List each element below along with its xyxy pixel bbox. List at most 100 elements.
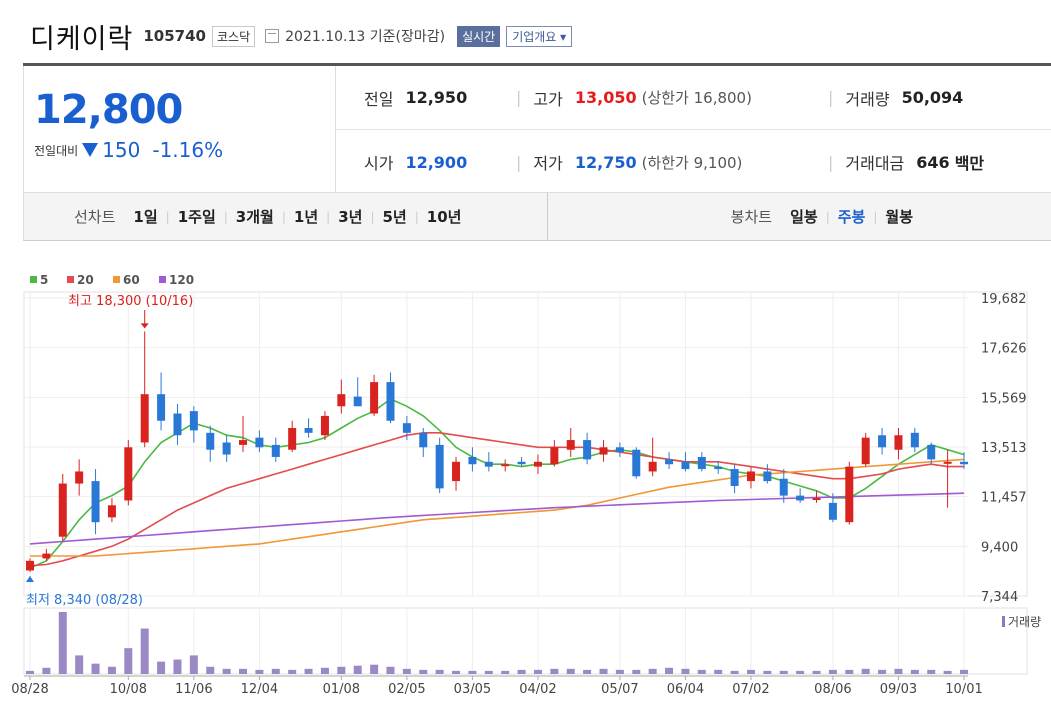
down-arrow-icon (82, 143, 99, 157)
y-tick-label: 15,569 (981, 391, 1027, 406)
candle-body (501, 464, 510, 467)
candle-body (222, 442, 231, 455)
y-tick-label: 19,682 (981, 292, 1027, 307)
prev-close-cell: 전일 12,950 (336, 66, 516, 130)
candle-body (58, 483, 67, 537)
open-value: 12,900 (405, 152, 468, 172)
candle-body (484, 461, 493, 467)
volume-bar (320, 667, 329, 674)
candle-body (648, 461, 657, 472)
volume-bar (714, 669, 723, 674)
candle-body (255, 437, 264, 448)
divider: | (414, 209, 419, 224)
x-tick-label: 04/02 (519, 682, 556, 697)
candle-chart-types: 봉차트 일봉 | 주봉 | 월봉 (548, 206, 1051, 227)
price-summary: 12,800 전일대비 150 -1.16% (23, 66, 336, 192)
legend-label: 20 (77, 273, 94, 287)
x-tick-label: 07/02 (732, 682, 769, 697)
candle-body (91, 481, 100, 523)
candle-body (206, 432, 215, 450)
volume-bar (566, 668, 575, 674)
candle-daily[interactable]: 일봉 (790, 208, 818, 226)
period-1d[interactable]: 1일 (133, 208, 158, 226)
volume-bar (255, 669, 264, 674)
volume-bar (288, 669, 297, 674)
divider: | (828, 88, 834, 107)
volume-bar (402, 668, 411, 674)
y-tick-label: 11,457 (981, 491, 1027, 506)
candle-chart-label: 봉차트 (730, 208, 773, 226)
candle-body (878, 435, 887, 448)
volume-bar (26, 670, 34, 674)
period-1y[interactable]: 1년 (293, 208, 319, 226)
candle-body (386, 382, 395, 421)
candle-body (779, 478, 788, 496)
candle-body (960, 461, 968, 465)
prev-close-value: 12,950 (405, 88, 468, 107)
volume-bar (878, 669, 887, 674)
open-cell: 시가 12,900 (336, 130, 516, 194)
x-tick-label: 01/08 (323, 682, 360, 697)
company-overview-button[interactable]: 기업개요 ▾ (506, 25, 573, 47)
candle-body (697, 456, 706, 470)
period-10y[interactable]: 10년 (426, 208, 462, 226)
volume-bar (960, 669, 968, 674)
volume-bar (943, 670, 952, 674)
x-tick-label: 11/06 (175, 682, 212, 697)
candle-weekly[interactable]: 주봉 (837, 208, 866, 226)
volume-bar (533, 669, 542, 674)
candle-body (320, 415, 329, 436)
period-1w[interactable]: 1주일 (177, 208, 216, 226)
divider: | (370, 209, 375, 224)
line-chart-label: 선차트 (74, 208, 116, 226)
candle-body (452, 461, 461, 482)
stock-chart[interactable]: 19,682 17,626 15,569 13,513 11,457 9,400 7,344… (0, 262, 1051, 719)
prev-close-label: 전일 (364, 89, 394, 109)
y-tick-label: 13,513 (981, 441, 1027, 456)
volume-bar (501, 670, 510, 674)
candle-body (271, 444, 280, 457)
volume-bar (189, 655, 198, 674)
period-3m[interactable]: 3개월 (235, 208, 274, 226)
candle-body (468, 456, 477, 465)
candle-body (812, 498, 821, 501)
volume-bar (124, 648, 133, 674)
volume-bar (681, 668, 690, 674)
period-5y[interactable]: 5년 (382, 208, 407, 226)
volume-bar (239, 668, 248, 674)
candle-body (402, 423, 411, 433)
volume-bar (779, 670, 788, 674)
candle-body (75, 471, 84, 484)
volume-bar (75, 655, 84, 674)
low-value: 12,750 (574, 152, 637, 172)
candle-monthly[interactable]: 월봉 (885, 208, 913, 226)
volume-bar (583, 669, 592, 674)
stock-header: 디케이락 105740 코스닥 2021.10.13 기준(장마감) 실시간 기… (30, 18, 573, 55)
moving-average-20 (29, 432, 964, 567)
candle-body (189, 411, 198, 431)
moving-average-60 (30, 458, 965, 557)
volume-bar (452, 670, 461, 674)
candle-body (550, 447, 559, 465)
volume-cell: | 거래량 50,094 (828, 66, 1051, 130)
candle-body (42, 553, 51, 559)
candle-body (517, 461, 526, 465)
realtime-button[interactable]: 실시간 (457, 25, 501, 47)
volume-bar (304, 668, 313, 674)
candle-body (583, 440, 592, 460)
volume-bar (173, 659, 182, 674)
x-tick-label: 06/04 (667, 682, 704, 697)
divider: | (326, 209, 331, 224)
legend-label: 5 (40, 273, 48, 287)
period-bar: 선차트 1일 | 1주일 | 3개월 | 1년 | 3년 | 5년 | 10년 … (23, 193, 1051, 241)
legend-swatch (67, 276, 74, 283)
volume-bar (337, 666, 346, 674)
amount-cell: | 거래대금 646 백만 (828, 130, 1051, 194)
divider: | (516, 88, 522, 107)
volume-bar (42, 667, 51, 674)
line-chart-periods: 선차트 1일 | 1주일 | 3개월 | 1년 | 3년 | 5년 | 10년 (24, 193, 548, 240)
period-3y[interactable]: 3년 (338, 208, 363, 226)
y-tick-label: 9,400 (981, 540, 1018, 555)
candle-body (943, 461, 952, 464)
divider: | (828, 152, 834, 172)
